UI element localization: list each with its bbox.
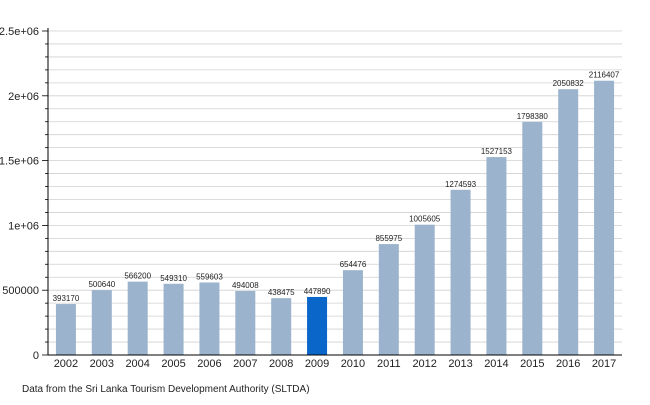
x-tick-label-2005: 2005 xyxy=(161,358,185,370)
bar-2006 xyxy=(199,282,220,355)
x-tick-label-2011: 2011 xyxy=(377,358,401,370)
data-label-2005: 549310 xyxy=(160,274,187,283)
bar-2009 xyxy=(307,296,328,355)
x-tick-label-2010: 2010 xyxy=(341,358,365,370)
data-labels: 393170 500640 566200 549310 559603 494008 4384… xyxy=(53,71,620,303)
bar-2007 xyxy=(235,290,256,355)
x-tick-label-2004: 2004 xyxy=(125,358,149,370)
data-label-2016: 2050832 xyxy=(553,79,585,88)
x-tick-label-2014: 2014 xyxy=(484,358,508,370)
x-tick-label-2013: 2013 xyxy=(448,358,472,370)
x-tick-label-2009: 2009 xyxy=(305,358,329,370)
data-label-2004: 566200 xyxy=(124,272,151,281)
axes xyxy=(42,28,622,356)
bar-2013 xyxy=(450,189,471,355)
x-tick-label-2015: 2015 xyxy=(520,358,544,370)
y-tick-label: 0 xyxy=(33,350,39,362)
bar-2008 xyxy=(271,298,292,355)
bar-2010 xyxy=(342,270,363,355)
data-label-2007: 494008 xyxy=(232,281,259,290)
data-label-2015: 1798380 xyxy=(517,112,549,121)
y-tick-label: 2e+06 xyxy=(8,91,39,103)
bar-2003 xyxy=(91,290,112,355)
y-tick-labels: 0 500000 1e+06 1.5e+06 2e+06 2.5e+06 xyxy=(0,26,39,362)
data-label-2003: 500640 xyxy=(88,280,115,289)
data-label-2002: 393170 xyxy=(53,294,80,303)
data-label-2014: 1527153 xyxy=(481,147,513,156)
x-tick-label-2006: 2006 xyxy=(197,358,221,370)
x-tick-label-2007: 2007 xyxy=(233,358,257,370)
bar-chart: 393170 500640 566200 549310 559603 494008 4384… xyxy=(0,26,622,370)
x-tick-label-2016: 2016 xyxy=(556,358,580,370)
bar-2012 xyxy=(414,224,435,355)
y-tick-label: 1e+06 xyxy=(8,220,39,232)
data-label-2011: 855975 xyxy=(375,234,402,243)
data-label-2009: 447890 xyxy=(304,287,331,296)
y-tick-label: 2.5e+06 xyxy=(0,26,39,38)
bar-2017 xyxy=(594,80,615,355)
data-label-2012: 1005605 xyxy=(409,215,441,224)
x-tick-label-2017: 2017 xyxy=(592,358,616,370)
data-label-2010: 654476 xyxy=(340,260,367,269)
bars xyxy=(55,80,615,356)
data-label-2008: 438475 xyxy=(268,288,295,297)
bar-2016 xyxy=(558,89,579,356)
x-tick-label-2002: 2002 xyxy=(54,358,78,370)
bar-2014 xyxy=(486,157,507,355)
chart-caption: Data from the Sri Lanka Tourism Developm… xyxy=(22,384,310,395)
x-tick-labels: 2002 2003 2004 2005 2006 2007 2008 2009 2010 2011… xyxy=(54,358,617,370)
data-label-2017: 2116407 xyxy=(589,71,620,80)
data-label-2013: 1274593 xyxy=(445,180,477,189)
x-tick-label-2008: 2008 xyxy=(269,358,293,370)
bar-2015 xyxy=(522,121,543,355)
y-tick-label: 1.5e+06 xyxy=(0,156,39,168)
bar-2002 xyxy=(55,304,76,355)
data-label-2006: 559603 xyxy=(196,272,223,281)
x-tick-label-2003: 2003 xyxy=(90,358,114,370)
y-tick-label: 500000 xyxy=(2,285,39,297)
bar-2005 xyxy=(163,283,184,355)
bar-2004 xyxy=(127,281,148,355)
bar-2011 xyxy=(378,244,399,355)
x-tick-label-2012: 2012 xyxy=(412,358,436,370)
